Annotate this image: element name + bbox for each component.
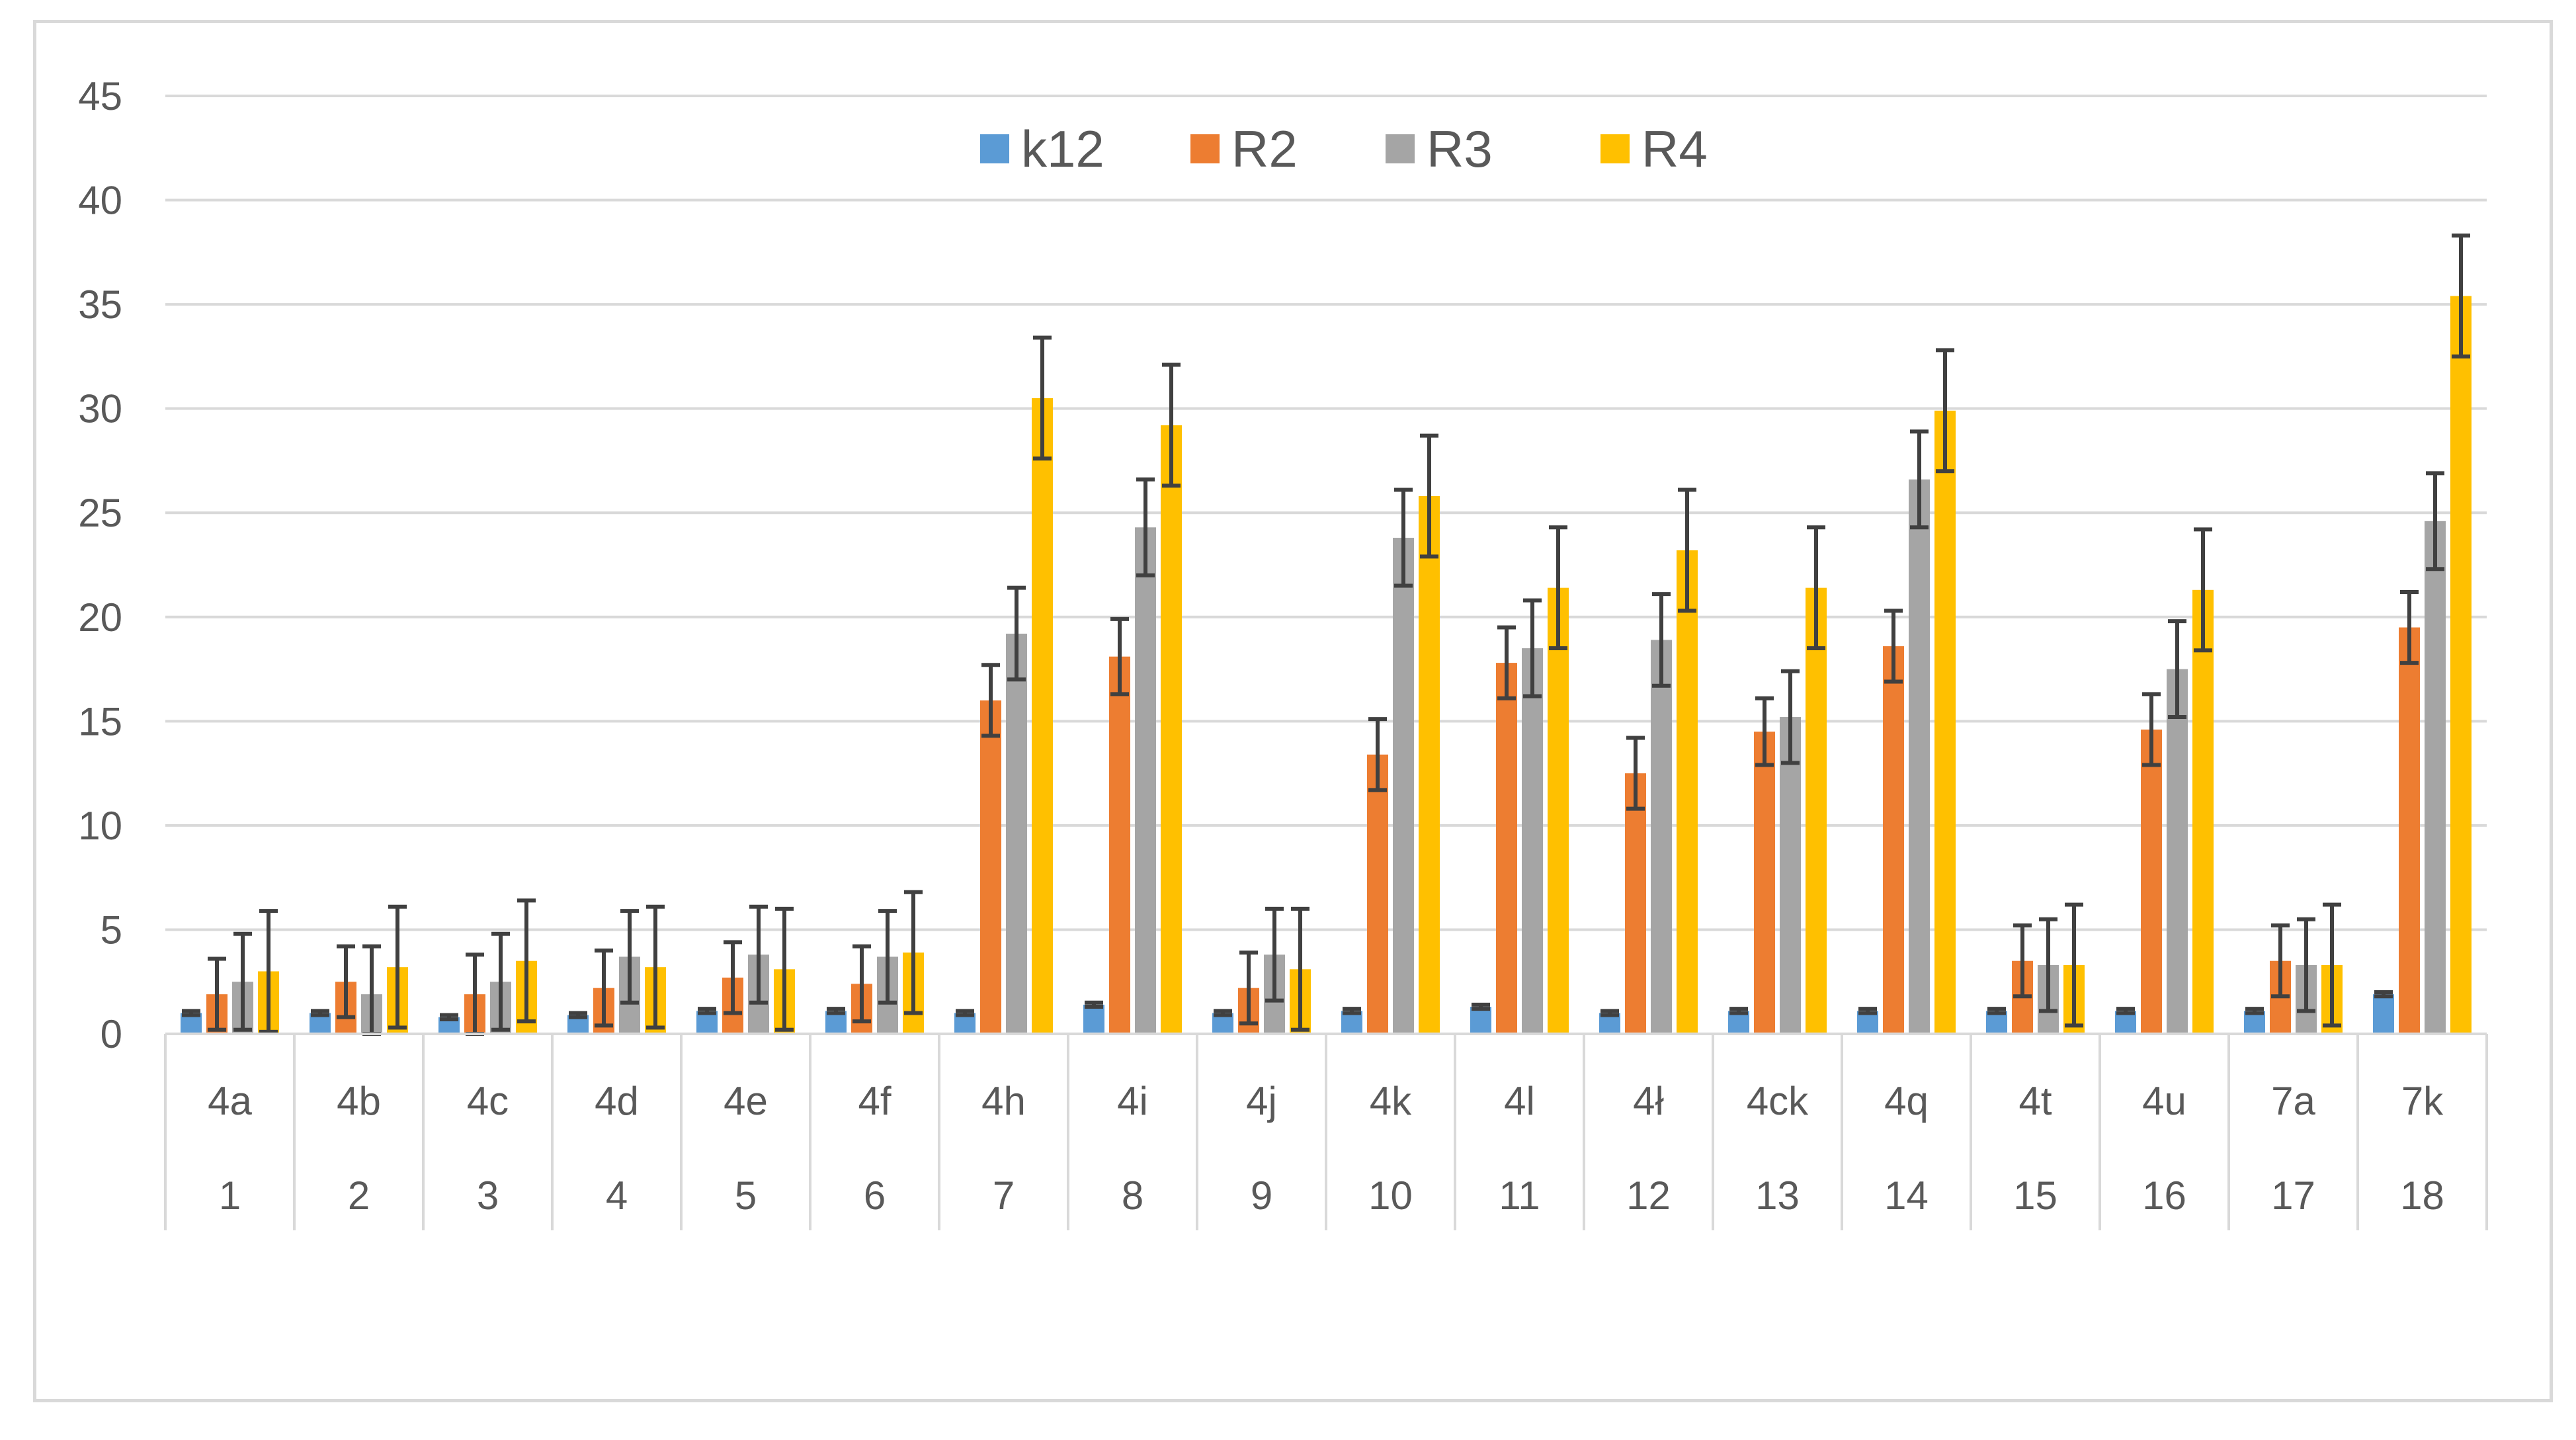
x-tick-label: 7k — [2401, 1079, 2444, 1123]
x-tick-label: 7a — [2271, 1079, 2315, 1123]
x-tick-index-label: 4 — [606, 1173, 628, 1218]
x-tick-index-label: 7 — [993, 1173, 1015, 1218]
y-tick-label: 25 — [78, 491, 122, 535]
y-tick-label: 10 — [78, 804, 122, 848]
x-tick-index-label: 9 — [1251, 1173, 1272, 1218]
x-tick-label: 4c — [467, 1079, 509, 1123]
legend-label-k12: k12 — [1021, 120, 1104, 178]
x-tick-label: 4j — [1246, 1079, 1277, 1123]
y-tick-label: 30 — [78, 387, 122, 431]
x-tick-index-label: 1 — [219, 1173, 241, 1218]
bar-R2 — [1625, 773, 1646, 1034]
bar-R3 — [1651, 640, 1672, 1034]
y-tick-label: 15 — [78, 699, 122, 743]
bar-R3 — [1909, 479, 1930, 1034]
y-tick-label: 40 — [78, 179, 122, 223]
bar-R2 — [980, 700, 1001, 1034]
bar-R4 — [2450, 296, 2472, 1035]
x-tick-label: 4a — [208, 1079, 252, 1123]
bar-R4 — [1934, 410, 1956, 1034]
bar-R4 — [1032, 398, 1053, 1034]
bar-R2 — [2141, 729, 2162, 1034]
bar-k12 — [1470, 1007, 1491, 1034]
x-tick-index-label: 15 — [2013, 1173, 2057, 1218]
x-tick-index-label: 6 — [864, 1173, 886, 1218]
x-tick-label: 4f — [858, 1079, 891, 1123]
bars — [181, 296, 2472, 1035]
y-tick-label: 20 — [78, 595, 122, 640]
bar-R2 — [1367, 754, 1388, 1034]
bar-R4 — [1419, 496, 1440, 1034]
x-tick-label: 4d — [595, 1079, 639, 1123]
legend-swatch-R3 — [1386, 134, 1415, 163]
x-tick-index-label: 17 — [2271, 1173, 2315, 1218]
gridlines — [165, 95, 2487, 1035]
x-tick-index-label: 2 — [348, 1173, 370, 1218]
x-tick-index-label: 16 — [2142, 1173, 2186, 1218]
error-bars — [182, 233, 2470, 1036]
bar-R4 — [2192, 589, 2214, 1034]
legend-swatch-R4 — [1600, 134, 1630, 163]
bar-R2 — [1754, 732, 1775, 1034]
legend-swatch-R2 — [1190, 134, 1220, 163]
bar-R3 — [1006, 633, 1027, 1034]
x-tick-label: 4h — [981, 1079, 1026, 1123]
bar-R2 — [1109, 656, 1130, 1034]
bar-R2 — [2399, 627, 2420, 1034]
y-tick-label: 5 — [101, 908, 122, 952]
x-tick-label: 4l — [1504, 1079, 1535, 1123]
x-tick-label: 4b — [337, 1079, 381, 1123]
bar-R2 — [1883, 646, 1904, 1034]
x-tick-index-label: 8 — [1122, 1173, 1143, 1218]
x-tick-index-label: 11 — [1499, 1173, 1540, 1218]
chart-frame — [33, 20, 2553, 1402]
x-tick-index-label: 3 — [477, 1173, 499, 1218]
legend-label-R2: R2 — [1231, 120, 1298, 178]
x-tick-index-label: 10 — [1368, 1173, 1413, 1218]
bar-k12 — [1083, 1004, 1104, 1034]
legend-swatch-k12 — [980, 134, 1009, 163]
legend-label-R4: R4 — [1641, 120, 1708, 178]
x-tick-index-label: 12 — [1626, 1173, 1671, 1218]
bar-R4 — [1677, 550, 1698, 1034]
x-tick-label: 4t — [2018, 1079, 2052, 1123]
y-tick-label: 35 — [78, 282, 122, 327]
bar-R3 — [1780, 717, 1801, 1034]
x-tick-label: 4ck — [1747, 1079, 1809, 1123]
x-tick-index-label: 13 — [1755, 1173, 1800, 1218]
legend: k12 R2 R3 R4 — [980, 120, 1708, 178]
bar-R3 — [1393, 538, 1414, 1034]
x-tick-index-label: 5 — [735, 1173, 757, 1218]
x-tick-label: 4e — [724, 1079, 768, 1123]
bar-R3 — [2425, 521, 2446, 1034]
x-tick-label: 4k — [1370, 1079, 1412, 1123]
x-tick-label: 4ł — [1633, 1079, 1664, 1123]
x-tick-index-label: 18 — [2400, 1173, 2444, 1218]
bar-R4 — [1548, 587, 1569, 1034]
bar-R3 — [1522, 648, 1543, 1034]
bar-R4 — [1806, 587, 1827, 1034]
bar-R3 — [1135, 527, 1156, 1034]
bar-R3 — [2167, 669, 2188, 1034]
x-tick-label: 4u — [2142, 1079, 2186, 1123]
bar-R2 — [1496, 663, 1517, 1034]
bar-k12 — [2373, 994, 2394, 1034]
y-tick-label: 45 — [78, 74, 122, 118]
x-tick-index-label: 14 — [1884, 1173, 1929, 1218]
x-tick-label: 4q — [1884, 1079, 1929, 1123]
axes: 0 5 10 15 20 25 30 35 40 45 4a 1 4b 2 4c 3 4d 4 4e 5 4f 6 4h 7 4… — [78, 74, 2488, 1230]
bar-R4 — [1161, 425, 1182, 1034]
y-tick-label: 0 — [101, 1012, 122, 1056]
legend-label-R3: R3 — [1427, 120, 1493, 178]
x-tick-label: 4i — [1117, 1079, 1148, 1123]
